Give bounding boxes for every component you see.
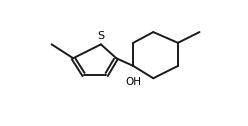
Text: OH: OH <box>125 77 141 87</box>
Text: S: S <box>97 31 104 41</box>
